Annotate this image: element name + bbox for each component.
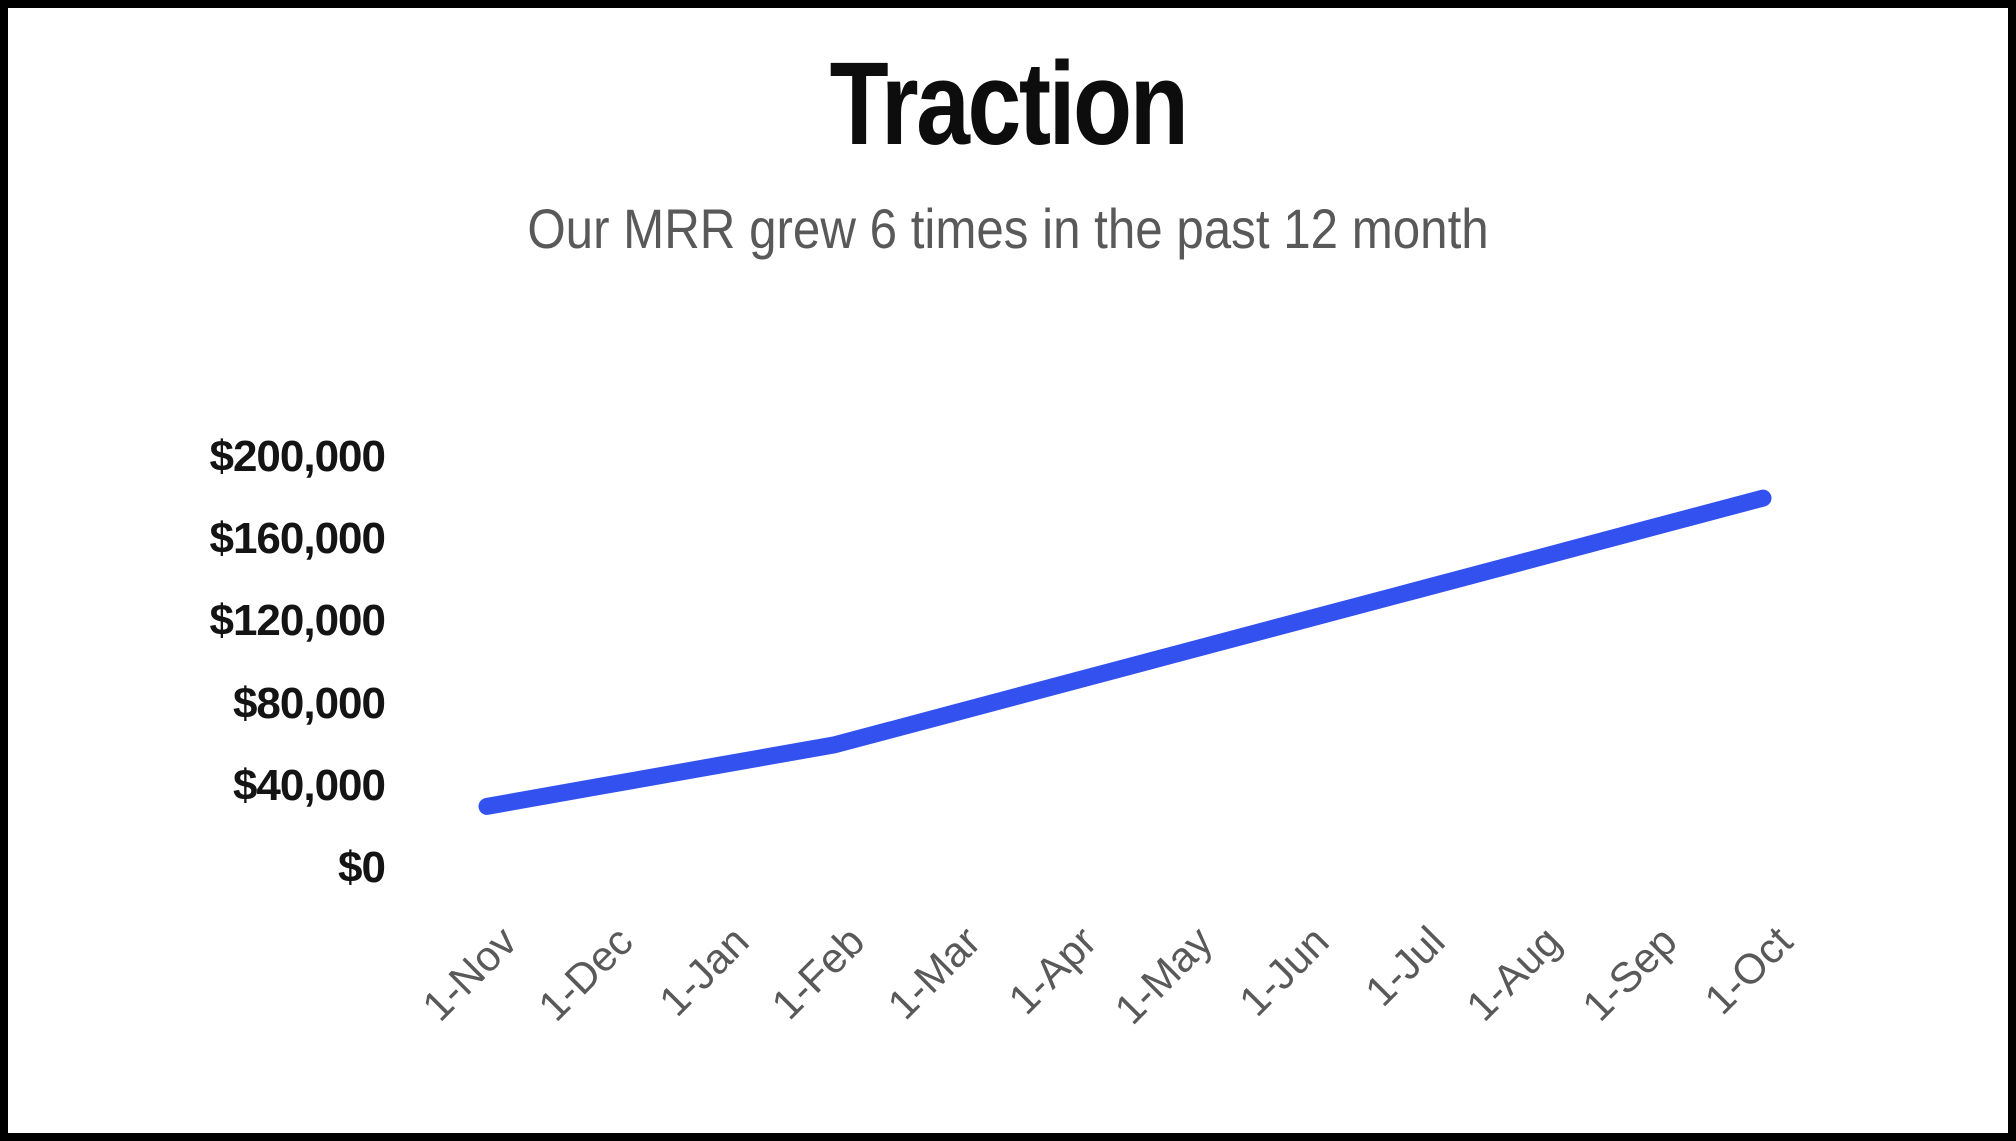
y-axis-tick-label: $0 bbox=[338, 843, 386, 892]
y-axis-tick-label: $40,000 bbox=[232, 760, 386, 810]
y-axis-tick-label: $120,000 bbox=[209, 596, 386, 646]
chart-subtitle: Our MRR grew 6 times in the past 12 mont… bbox=[527, 197, 1489, 260]
y-axis-tick-label: $80,000 bbox=[232, 678, 386, 728]
chart-title: Traction bbox=[829, 38, 1189, 170]
mrr-line-series bbox=[478, 489, 1772, 815]
y-axis-tick-label: $160,000 bbox=[209, 514, 386, 564]
y-axis-tick-label: $200,000 bbox=[209, 432, 386, 481]
